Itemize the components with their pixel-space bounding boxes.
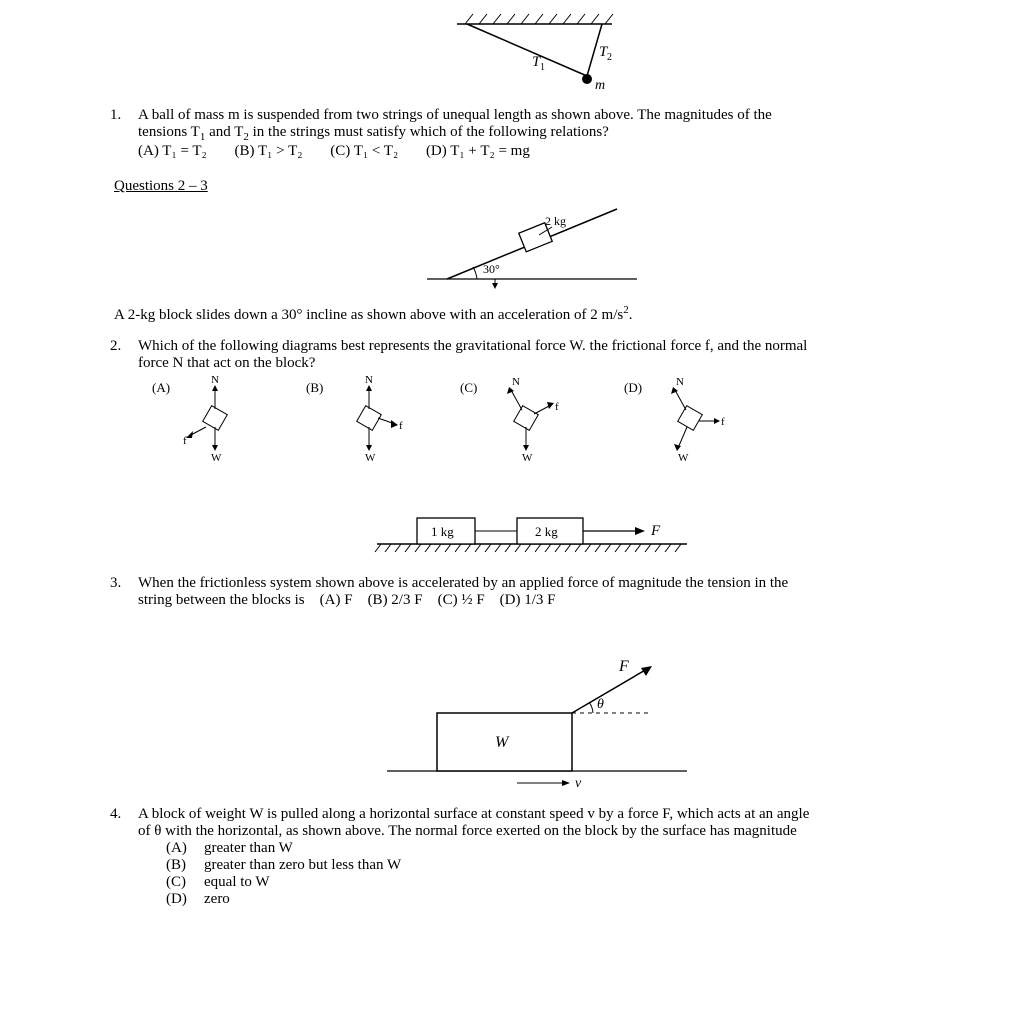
q1-line2: tensions T1 and T2 in the strings must s… xyxy=(138,124,964,143)
svg-text:W: W xyxy=(365,452,376,464)
section-heading-2-3: Questions 2 – 3 xyxy=(114,178,964,195)
q1-choice-d: (D) T₁ + T₂ = mg xyxy=(426,143,530,159)
q1-number: 1. xyxy=(110,107,138,124)
svg-text:N: N xyxy=(211,374,219,386)
fig3-F-label: F xyxy=(650,523,661,539)
q3-line1: When the frictionless system shown above… xyxy=(138,575,964,592)
q1-line1: A ball of mass m is suspended from two s… xyxy=(138,107,964,124)
svg-text:W: W xyxy=(211,452,222,464)
fig4-theta-label: θ xyxy=(597,697,604,712)
fig4-svg: W F θ v xyxy=(367,653,707,793)
svg-text:f: f xyxy=(555,401,559,413)
question-4: 4. A block of weight W is pulled along a… xyxy=(110,806,964,908)
figure-3-blocks: 1 kg 2 kg F xyxy=(110,500,964,567)
q3-choice-a: (A) F xyxy=(320,592,353,608)
fig1-m: m xyxy=(595,78,605,93)
svg-text:f: f xyxy=(183,435,187,447)
fig2-svg: 2 kg 30° xyxy=(407,201,667,291)
q2-label-b: (B) xyxy=(306,378,328,396)
q2-line1: Which of the following diagrams best rep… xyxy=(138,338,964,355)
svg-text:2: 2 xyxy=(607,52,612,63)
q4-lab-a: (A) xyxy=(166,840,194,857)
question-3: 3. When the frictionless system shown ab… xyxy=(110,575,964,609)
q4-lab-b: (B) xyxy=(166,857,194,874)
fig4-v-label: v xyxy=(575,776,582,791)
q3-choice-b: (B) 2/3 F xyxy=(368,592,423,608)
q2-line2: force N that act on the block? xyxy=(138,355,964,372)
fig4-W-label: W xyxy=(495,734,510,751)
fbd-c: N W f xyxy=(488,378,568,458)
figure-4-block-pull: W F θ v xyxy=(110,653,964,798)
fig2-angle-label: 30° xyxy=(483,262,500,276)
q2-label-d: (D) xyxy=(624,378,646,396)
fbd-a: N W f xyxy=(180,378,250,458)
q3-choice-c: (C) ½ F xyxy=(438,592,485,608)
fbd-d: N W f xyxy=(652,378,732,458)
q2-number: 2. xyxy=(110,338,138,355)
fig1-svg: T 1 T 2 m xyxy=(437,14,637,94)
svg-text:N: N xyxy=(365,374,373,386)
q2-label-a: (A) xyxy=(152,378,174,396)
fig2-mass-label: 2 kg xyxy=(545,214,566,228)
q1-choices: (A) T₁ = T₂ (B) T₁ > T₂ (C) T₁ < T₂ (D) … xyxy=(138,143,964,160)
q3-number: 3. xyxy=(110,575,138,592)
fig4-F-label: F xyxy=(618,658,629,675)
svg-text:f: f xyxy=(721,416,725,428)
q4-lab-d: (D) xyxy=(166,891,194,908)
q4-choice-d: zero xyxy=(204,891,230,908)
svg-text:f: f xyxy=(399,420,403,432)
q1-choice-c: (C) T₁ < T₂ xyxy=(330,143,398,159)
q4-line1: A block of weight W is pulled along a ho… xyxy=(138,806,964,823)
section23-intro: A 2-kg block slides down a 30° incline a… xyxy=(114,304,964,324)
svg-text:N: N xyxy=(512,376,520,388)
q2-diagram-choices: (A) N W f (B) N xyxy=(152,378,964,458)
q4-choices: (A) greater than W (B) greater than zero b… xyxy=(166,840,964,908)
svg-text:W: W xyxy=(678,452,689,464)
svg-text:W: W xyxy=(522,452,533,464)
q1-choice-b: (B) T₁ > T₂ xyxy=(235,143,303,159)
q4-choice-b: greater than zero but less than W xyxy=(204,857,401,874)
q4-line2: of θ with the horizontal, as shown above… xyxy=(138,823,964,840)
fbd-b: N W f xyxy=(334,378,404,458)
q2-label-c: (C) xyxy=(460,378,482,396)
q1-choice-a: (A) T₁ = T₂ xyxy=(138,143,207,159)
figure-1-strings: T 1 T 2 m xyxy=(110,14,964,99)
fig3-box1-label: 1 kg xyxy=(431,524,454,539)
svg-text:N: N xyxy=(676,376,684,388)
q4-lab-c: (C) xyxy=(166,874,194,891)
question-1: 1. A ball of mass m is suspended from tw… xyxy=(110,107,964,160)
figure-2-incline: 2 kg 30° xyxy=(110,201,964,296)
q4-choice-a: greater than W xyxy=(204,840,293,857)
fig3-svg: 1 kg 2 kg F xyxy=(367,500,707,562)
q4-choice-c: equal to W xyxy=(204,874,270,891)
question-2: 2. Which of the following diagrams best … xyxy=(110,338,964,372)
q4-number: 4. xyxy=(110,806,138,823)
q3-line2: string between the blocks is (A) F (B) 2… xyxy=(138,592,964,609)
q3-choice-d: (D) 1/3 F xyxy=(500,592,556,608)
svg-text:1: 1 xyxy=(540,62,545,73)
fig3-box2-label: 2 kg xyxy=(535,524,558,539)
